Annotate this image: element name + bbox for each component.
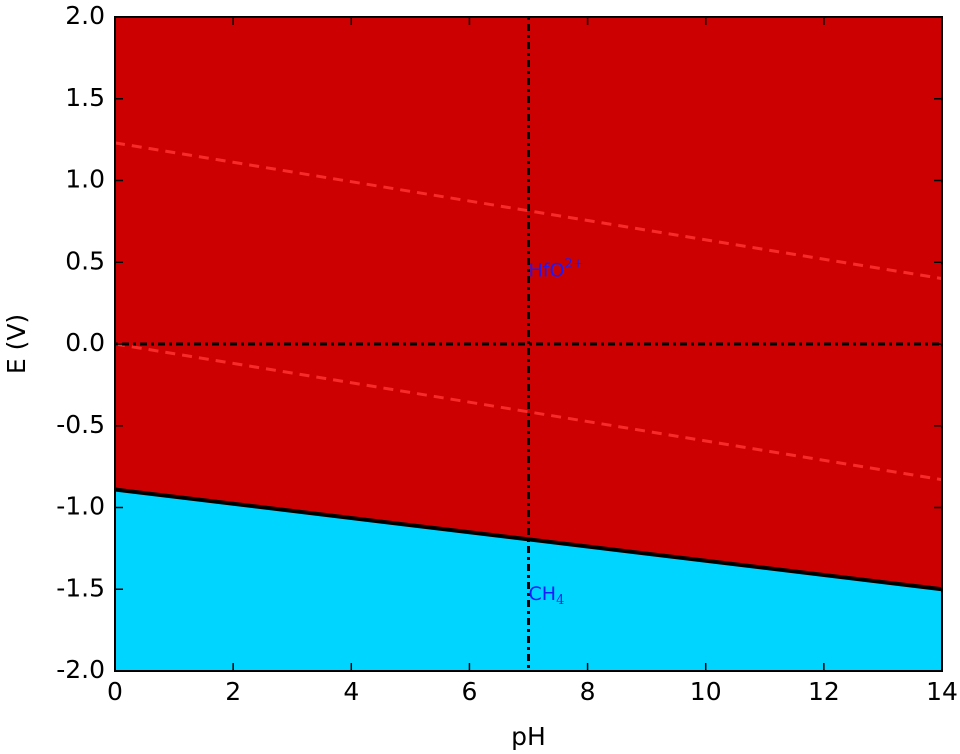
x-tick-label: 2 — [225, 677, 241, 706]
region-fill — [115, 17, 942, 590]
x-axis-label: pH — [511, 722, 546, 751]
y-tick-label: 0.0 — [65, 328, 105, 357]
water-line — [114, 342, 943, 482]
y-tick-label: -1.5 — [56, 573, 105, 602]
x-tick-label: 14 — [926, 677, 958, 706]
region-fill — [115, 489, 942, 671]
region-label-sup: 2+ — [564, 256, 583, 271]
x-tick-label: 4 — [343, 677, 359, 706]
region-label-text: HfO — [529, 259, 565, 281]
y-tick-label: 0.5 — [65, 246, 105, 275]
water-line — [114, 141, 943, 281]
y-tick-label: -0.5 — [56, 410, 105, 439]
y-tick-label: 1.0 — [65, 165, 105, 194]
x-tick-label: 12 — [808, 677, 840, 706]
region-label: HfO2+ — [529, 256, 584, 281]
y-tick-label: -2.0 — [56, 655, 105, 684]
x-tick-label: 6 — [461, 677, 477, 706]
x-tick-label: 0 — [107, 677, 123, 706]
region-label-text: CH — [529, 583, 557, 605]
y-axis-label: E (V) — [2, 314, 31, 374]
y-tick-label: -1.0 — [56, 492, 105, 521]
y-tick-label: 2.0 — [65, 1, 105, 30]
x-tick-label: 8 — [580, 677, 596, 706]
region-label: CH4 — [529, 583, 565, 608]
y-tick-label: 1.5 — [65, 83, 105, 112]
region-label-sub: 4 — [556, 593, 564, 608]
x-tick-label: 10 — [690, 677, 722, 706]
